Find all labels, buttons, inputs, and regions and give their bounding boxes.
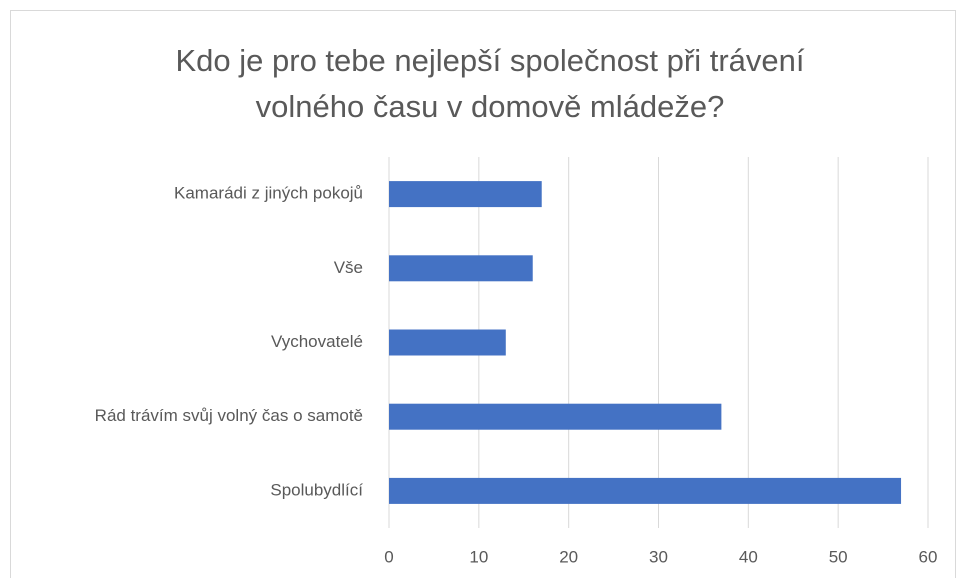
x-tick-label: 0	[384, 547, 393, 566]
bar	[389, 181, 542, 208]
bar	[389, 329, 506, 356]
x-tick-label: 10	[469, 547, 488, 566]
bar	[389, 403, 722, 430]
x-tick-label: 60	[919, 547, 938, 566]
chart-title: Kdo je pro tebe nejlepší společnost při …	[175, 43, 805, 124]
x-tick-label: 20	[559, 547, 578, 566]
y-tick-label: Vychovatelé	[271, 332, 363, 351]
x-tick-label: 40	[739, 547, 758, 566]
y-tick-label: Kamarádi z jiných pokojů	[174, 184, 363, 203]
chart-frame	[10, 10, 956, 578]
y-tick-label: Spolubydlící	[270, 480, 363, 499]
y-tick-label: Vše	[334, 258, 363, 277]
bar	[389, 477, 902, 504]
bar	[389, 255, 533, 282]
y-tick-label: Rád trávím svůj volný čas o samotě	[95, 406, 363, 425]
x-tick-label: 50	[829, 547, 848, 566]
x-tick-label: 30	[649, 547, 668, 566]
